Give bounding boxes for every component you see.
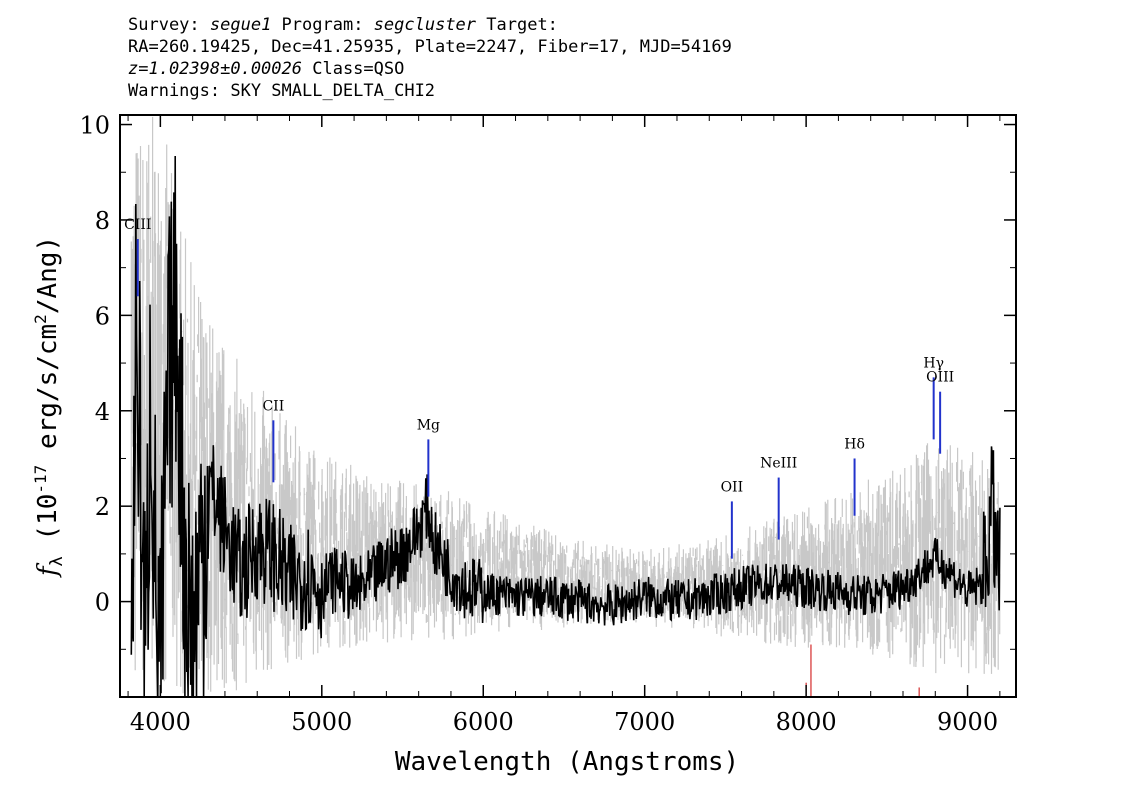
y-tick-label: 10 xyxy=(79,112,110,140)
spectrum-header: Survey: segue1 Program: segcluster Targe… xyxy=(128,14,732,102)
redshift-value: z=1.02398±0.00026 xyxy=(128,59,302,79)
survey-name: segue1 xyxy=(209,15,272,35)
header-coords-line: RA=260.19425, Dec=41.25935, Plate=2247, … xyxy=(128,37,732,57)
y-tick-label: 4 xyxy=(95,398,110,426)
x-tick-label: 4000 xyxy=(130,708,191,736)
y-tick-label: 8 xyxy=(95,207,110,235)
y-tick-label: 0 xyxy=(95,589,110,617)
emission-label-neiii: NeIII xyxy=(760,456,797,472)
x-tick-label: 6000 xyxy=(453,708,514,736)
flux-line xyxy=(130,155,1001,697)
emission-label-h: Hγ xyxy=(923,355,944,371)
x-tick-label: 9000 xyxy=(937,708,998,736)
y-tick-label: 6 xyxy=(95,302,110,330)
y-tick-label: 2 xyxy=(95,493,110,521)
header-redshift-line: z=1.02398±0.00026 Class=QSO xyxy=(128,58,732,80)
y-axis-title: fλ (10-17 erg/s/cm2/Ang) xyxy=(31,236,67,578)
emission-label-h: Hδ xyxy=(844,436,865,452)
program-name: segcluster xyxy=(373,15,477,35)
header-survey-line: Survey: segue1 Program: segcluster Targe… xyxy=(128,15,558,35)
x-tick-label: 7000 xyxy=(614,708,675,736)
emission-label-cii: CII xyxy=(262,398,284,414)
svg-text:fλ (10-17 erg/s/cm2/Ang): fλ (10-17 erg/s/cm2/Ang) xyxy=(31,236,67,578)
emission-label-ciii: CIII xyxy=(124,217,151,233)
header-warnings-line: Warnings: SKY SMALL_DELTA_CHI2 xyxy=(128,81,436,101)
plot-area xyxy=(130,116,1001,697)
class-value: Class=QSO xyxy=(302,59,405,79)
axis-ticks: 4000 5000 6000 7000 8000 9000 0 2 4 6 8 10 xyxy=(79,112,1016,736)
x-axis-title: Wavelength (Angstroms) xyxy=(395,747,739,777)
emission-label-mg: Mg xyxy=(417,417,440,433)
plot-frame xyxy=(119,114,1017,698)
emission-label-oiii: OIII xyxy=(926,370,954,386)
x-tick-label: 5000 xyxy=(291,708,352,736)
x-tick-label: 8000 xyxy=(776,708,837,736)
emission-label-oii: OII xyxy=(721,479,744,495)
